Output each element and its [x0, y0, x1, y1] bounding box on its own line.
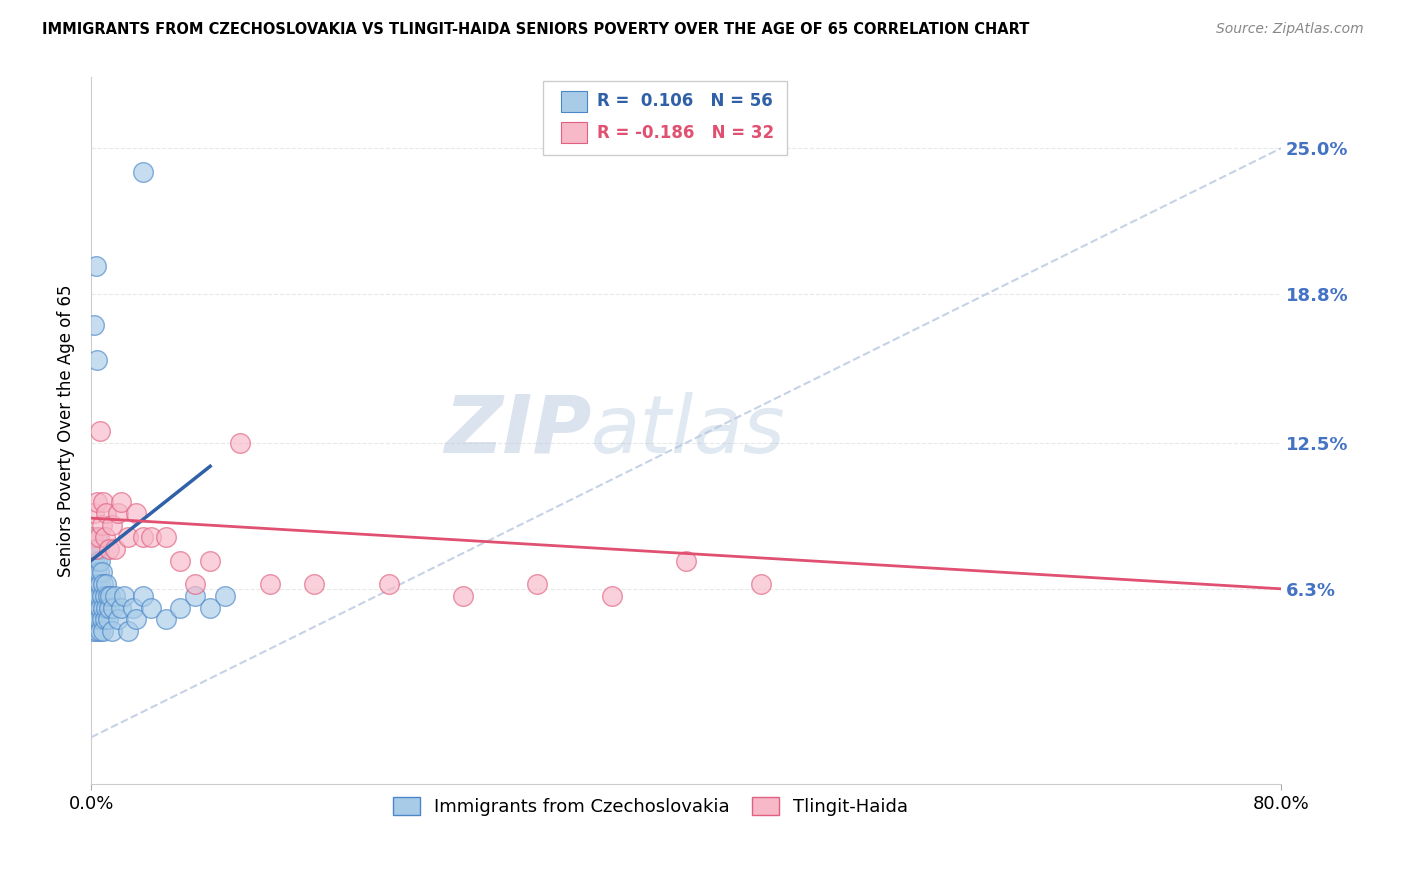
- Point: [83, 507, 105, 521]
- Point: [87, 530, 110, 544]
- Point: [132, 164, 155, 178]
- Point: [103, 600, 125, 615]
- Text: atlas: atlas: [591, 392, 786, 470]
- Point: [451, 589, 474, 603]
- Point: [91, 600, 114, 615]
- Point: [87, 612, 110, 626]
- Point: [84, 612, 107, 626]
- Point: [89, 577, 111, 591]
- Point: [83, 577, 105, 591]
- Point: [86, 600, 108, 615]
- Point: [93, 589, 115, 603]
- Point: [90, 518, 112, 533]
- Point: [87, 541, 110, 556]
- Point: [139, 600, 162, 615]
- Point: [100, 589, 122, 603]
- Point: [304, 577, 326, 591]
- Point: [96, 612, 118, 626]
- Point: [90, 566, 112, 580]
- Point: [86, 530, 108, 544]
- Point: [84, 589, 107, 603]
- Point: [84, 541, 107, 556]
- Point: [184, 589, 207, 603]
- Point: [91, 624, 114, 639]
- Point: [198, 600, 221, 615]
- Point: [89, 600, 111, 615]
- Point: [101, 624, 124, 639]
- Point: [83, 318, 105, 332]
- Point: [87, 589, 110, 603]
- Point: [229, 435, 252, 450]
- Point: [107, 612, 129, 626]
- Point: [94, 600, 117, 615]
- Point: [675, 553, 697, 567]
- Point: [90, 589, 112, 603]
- Point: [94, 577, 117, 591]
- Point: [91, 577, 114, 591]
- Point: [125, 612, 148, 626]
- Point: [169, 600, 191, 615]
- Point: [110, 494, 132, 508]
- Point: [86, 624, 108, 639]
- Point: [86, 494, 108, 508]
- Point: [749, 577, 772, 591]
- Point: [86, 577, 108, 591]
- Point: [89, 424, 111, 438]
- Bar: [561, 122, 588, 144]
- Point: [107, 507, 129, 521]
- Point: [132, 589, 155, 603]
- Point: [94, 507, 117, 521]
- Point: [259, 577, 281, 591]
- Point: [98, 541, 121, 556]
- Text: R = -0.186   N = 32: R = -0.186 N = 32: [598, 124, 775, 142]
- Point: [104, 589, 127, 603]
- Point: [214, 589, 236, 603]
- Point: [91, 494, 114, 508]
- Point: [83, 553, 105, 567]
- Point: [112, 589, 135, 603]
- Text: R =  0.106   N = 56: R = 0.106 N = 56: [598, 93, 773, 111]
- Point: [82, 624, 104, 639]
- Text: Source: ZipAtlas.com: Source: ZipAtlas.com: [1216, 22, 1364, 37]
- Point: [82, 589, 104, 603]
- Point: [155, 530, 177, 544]
- Point: [86, 353, 108, 368]
- Point: [104, 541, 127, 556]
- Point: [117, 530, 139, 544]
- Point: [82, 530, 104, 544]
- Legend: Immigrants from Czechoslovakia, Tlingit-Haida: Immigrants from Czechoslovakia, Tlingit-…: [384, 788, 917, 825]
- Point: [121, 600, 143, 615]
- Point: [90, 612, 112, 626]
- Point: [139, 530, 162, 544]
- Point: [84, 566, 107, 580]
- Point: [169, 553, 191, 567]
- Point: [132, 530, 155, 544]
- Point: [89, 624, 111, 639]
- Point: [600, 589, 623, 603]
- Point: [87, 566, 110, 580]
- Point: [117, 624, 139, 639]
- FancyBboxPatch shape: [543, 81, 787, 155]
- Point: [84, 541, 107, 556]
- Text: IMMIGRANTS FROM CZECHOSLOVAKIA VS TLINGIT-HAIDA SENIORS POVERTY OVER THE AGE OF : IMMIGRANTS FROM CZECHOSLOVAKIA VS TLINGI…: [42, 22, 1029, 37]
- Point: [101, 518, 124, 533]
- Point: [83, 600, 105, 615]
- Point: [155, 612, 177, 626]
- Point: [89, 553, 111, 567]
- Point: [93, 612, 115, 626]
- Point: [526, 577, 548, 591]
- Point: [377, 577, 399, 591]
- Point: [198, 553, 221, 567]
- Point: [98, 600, 121, 615]
- Point: [84, 259, 107, 273]
- Point: [86, 553, 108, 567]
- Point: [184, 577, 207, 591]
- Point: [93, 530, 115, 544]
- Text: ZIP: ZIP: [444, 392, 591, 470]
- Point: [110, 600, 132, 615]
- Point: [125, 507, 148, 521]
- Y-axis label: Seniors Poverty Over the Age of 65: Seniors Poverty Over the Age of 65: [58, 285, 75, 577]
- Bar: [561, 91, 588, 112]
- Point: [96, 589, 118, 603]
